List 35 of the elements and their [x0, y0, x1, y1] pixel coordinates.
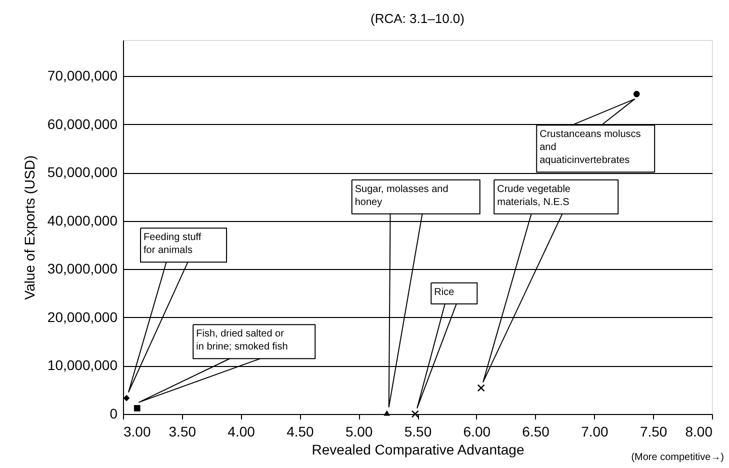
point — [123, 394, 130, 402]
y-tick-label: 20,000,000 — [47, 308, 118, 325]
annotation: Crustanceans moluscs and aquaticinvertebrates — [540, 129, 641, 166]
x-tick-label: 8.00 — [685, 424, 713, 440]
text: (More competitive→) — [631, 452, 724, 463]
annotation: Rice — [434, 286, 455, 298]
annotation: Sugar, molasses and honey — [354, 184, 448, 208]
y-axis-title: Value of Exports (USD) — [21, 155, 38, 300]
x-tick-label: 7.50 — [640, 424, 668, 440]
y-tick-label: 60,000,000 — [47, 116, 118, 132]
y-tick-label: 0 — [110, 406, 118, 422]
x-tick-label: 7.00 — [581, 424, 609, 440]
x-tick-label: 5.00 — [345, 424, 373, 440]
annotation: Fish, dried salted or in brine; smoked fish — [196, 328, 288, 353]
point — [384, 410, 390, 416]
point — [633, 90, 640, 98]
x-tick-label: 4.00 — [228, 424, 256, 440]
x-tick-label: 5.50 — [404, 424, 432, 440]
y-tick-label: 70,000,000 — [47, 68, 118, 84]
x-tick-label: 4.50 — [286, 424, 314, 440]
annotation: Crude vegetable materials, N.E.S — [497, 184, 571, 208]
y-tick-label: 40,000,000 — [47, 212, 118, 228]
x-tick-label: 3.50 — [168, 424, 196, 440]
x-tick-label: 3.00 — [124, 424, 151, 440]
y-tick-label: 30,000,000 — [47, 260, 118, 277]
annotation: Feeding stuff for animals — [144, 232, 202, 256]
chart-title: (RCA: 3.1–10.0) — [370, 11, 464, 26]
x-tick-label: 6.50 — [522, 424, 550, 440]
y-tick-label: 10,000,000 — [47, 357, 118, 374]
x-axis-title: Revealed Comparative Advantage — [312, 442, 524, 458]
point — [134, 405, 140, 412]
point — [411, 410, 419, 418]
x-tick-label: 6.00 — [463, 424, 491, 440]
y-tick-label: 50,000,000 — [47, 164, 118, 180]
point — [477, 384, 485, 392]
